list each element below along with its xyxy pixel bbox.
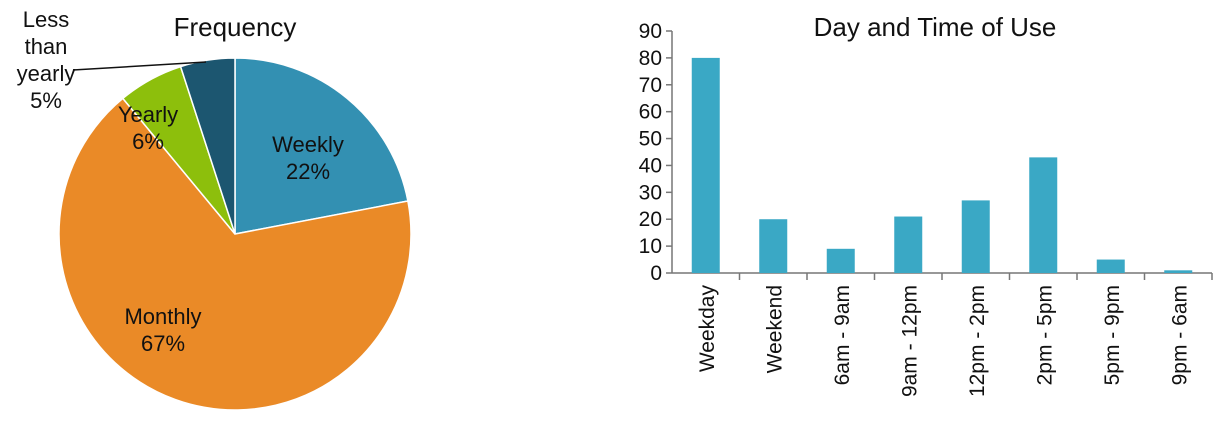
- y-tick-label: 70: [639, 74, 662, 97]
- bar-chart: Day and Time of Use 0102030405060708090 …: [639, 12, 1213, 398]
- bar: [1164, 270, 1193, 273]
- x-tick-label: 6am - 9am: [831, 285, 854, 385]
- pie-label-weekly: Weekly 22%: [272, 132, 344, 184]
- pie-title: Frequency: [174, 12, 297, 42]
- y-tick-label: 60: [639, 101, 662, 124]
- x-tick-label: Weekday: [696, 285, 719, 373]
- bar-axes: [666, 30, 1213, 280]
- y-tick-label: 40: [639, 154, 662, 177]
- y-tick-label: 0: [650, 262, 662, 285]
- bar: [961, 200, 990, 273]
- x-tick-label: 5pm - 9pm: [1101, 285, 1124, 385]
- pie-label-monthly: Monthly 67%: [124, 304, 201, 356]
- pie-slices: [58, 57, 412, 411]
- bar: [759, 219, 788, 273]
- x-tick-label: 9pm - 6am: [1168, 285, 1191, 385]
- y-tick-label: 80: [639, 47, 662, 70]
- bar-bars: [691, 57, 1193, 274]
- pie-chart: Frequency Weekly 22% Monthly 67% Yearly 6% Les…: [17, 7, 412, 411]
- x-tick-label: 2pm - 5pm: [1033, 285, 1056, 385]
- y-tick-label: 20: [639, 208, 662, 231]
- x-tick-label: Weekend: [763, 285, 786, 373]
- x-tick-label: 9am - 12pm: [898, 285, 921, 397]
- bar: [826, 248, 855, 273]
- y-tick-label: 90: [639, 20, 662, 43]
- x-tick-labels: Weekday Weekend 6am - 9am 9am - 12pm 12pm - …: [696, 285, 1192, 398]
- y-tick-label: 10: [639, 235, 662, 258]
- y-tick-label: 30: [639, 181, 662, 204]
- bar: [1096, 259, 1125, 273]
- leader-line: [72, 61, 207, 71]
- pie-slice-monthly: [58, 97, 412, 411]
- y-tick-label: 50: [639, 128, 662, 151]
- y-tick-labels: 0 10 20 30 40 50 60 70 80 90: [639, 20, 662, 285]
- bar: [1029, 157, 1058, 273]
- pie-slice-less-than-yearly: [179, 57, 236, 235]
- x-tick-label: 12pm - 2pm: [966, 285, 989, 397]
- bar-title: Day and Time of Use: [814, 12, 1057, 42]
- pie-slice-weekly: [234, 57, 409, 235]
- pie-labels: Weekly 22% Monthly 67% Yearly 6% Less than yearl…: [17, 7, 344, 356]
- pie-label-less-than-yearly: Less than yearly 5%: [17, 7, 76, 113]
- pie-label-yearly: Yearly 6%: [118, 102, 178, 154]
- bar: [894, 216, 923, 273]
- bar: [691, 57, 720, 274]
